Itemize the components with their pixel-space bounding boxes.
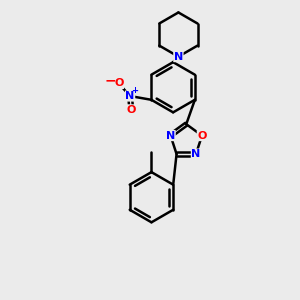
Text: N: N <box>125 91 135 101</box>
Text: N: N <box>166 130 175 141</box>
Text: O: O <box>114 79 123 88</box>
Text: O: O <box>127 105 136 115</box>
Text: N: N <box>191 149 201 159</box>
Text: −: − <box>104 74 116 88</box>
Text: O: O <box>197 130 207 141</box>
Text: N: N <box>174 52 183 61</box>
Text: +: + <box>131 86 138 95</box>
